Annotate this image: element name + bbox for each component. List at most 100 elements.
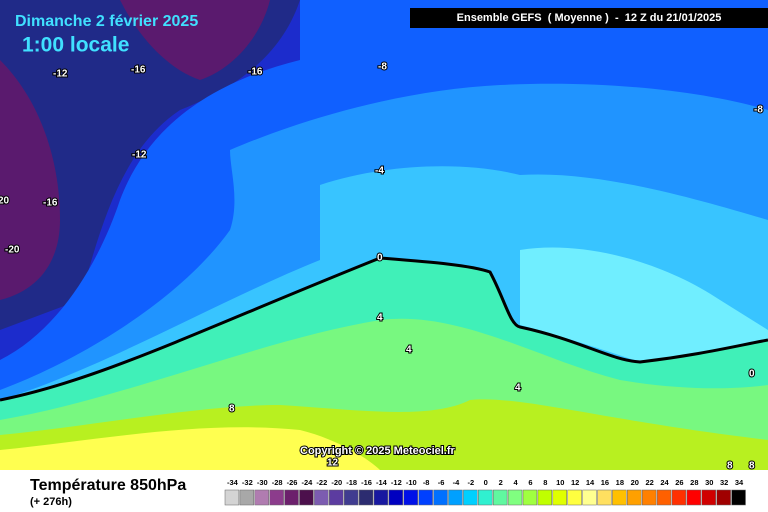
legend-swatch <box>731 489 746 506</box>
legend-label: 30 <box>705 478 713 487</box>
legend-label: -10 <box>406 478 417 487</box>
legend-swatch <box>656 489 672 506</box>
legend-label: -2 <box>468 478 475 487</box>
legend-label: 22 <box>645 478 653 487</box>
legend-label: 20 <box>631 478 639 487</box>
zone-12 <box>0 427 380 470</box>
contour-label: 4 <box>406 345 412 356</box>
contour-label: -12 <box>132 150 147 161</box>
legend-swatch <box>582 489 597 506</box>
contour-label: -16 <box>131 65 146 76</box>
legend-swatch <box>373 489 389 506</box>
zone-0-east <box>520 247 768 362</box>
legend-label: -16 <box>361 478 372 487</box>
legend-label: 32 <box>720 478 728 487</box>
legend-swatch <box>537 489 553 506</box>
contour-label: 8 <box>749 461 755 472</box>
legend-label: -14 <box>376 478 388 487</box>
legend-swatch <box>358 489 374 506</box>
legend-label: 26 <box>675 478 683 487</box>
legend-label: 34 <box>735 478 744 487</box>
legend-label: -4 <box>453 478 460 487</box>
local-time: 1:00 locale <box>22 34 129 57</box>
legend-swatch <box>403 489 418 506</box>
legend-label: 18 <box>616 478 624 487</box>
legend-label: 12 <box>571 478 579 487</box>
legend-label: 28 <box>690 478 698 487</box>
legend-label: -12 <box>391 478 402 487</box>
legend-swatch <box>329 489 344 506</box>
legend-label: 2 <box>499 478 503 487</box>
legend-swatch <box>597 489 612 506</box>
contour-label: 8 <box>229 404 235 415</box>
legend-swatch <box>284 489 299 506</box>
legend-label: -8 <box>423 478 430 487</box>
legend-swatch <box>567 489 582 506</box>
cold-zone <box>0 0 300 330</box>
contour-label: -16 <box>248 67 263 78</box>
legend-swatch <box>686 489 702 506</box>
legend-swatch <box>299 489 314 506</box>
zero-isotherm <box>0 256 768 402</box>
contour-label: 0 <box>749 369 755 380</box>
legend-swatch <box>522 489 538 506</box>
legend-label: 0 <box>484 478 488 487</box>
legend-label: -18 <box>346 478 357 487</box>
model-info: Ensemble GEFS ( Moyenne ) - 12 Z du 21/0… <box>457 12 722 24</box>
legend-label: 6 <box>528 478 532 487</box>
contour-label: 20 <box>0 196 10 207</box>
legend-swatch <box>254 489 269 506</box>
contour-label: -8 <box>378 62 387 73</box>
legend-label: -28 <box>272 478 283 487</box>
legend-label: 16 <box>601 478 609 487</box>
legend-swatch <box>492 489 508 506</box>
legend-label: 14 <box>586 478 595 487</box>
legend-label: -26 <box>287 478 298 487</box>
legend-swatch <box>641 489 657 506</box>
legend-swatch <box>314 489 329 506</box>
legend-label: 4 <box>513 478 518 487</box>
legend-swatch <box>671 489 687 506</box>
copyright: Copyright © 2025 Meteociel.fr <box>300 445 456 457</box>
contour-label: -20 <box>5 245 20 256</box>
legend-swatch <box>418 489 433 506</box>
legend-swatch <box>343 489 359 506</box>
legend-swatch <box>612 489 627 506</box>
legend-swatch <box>463 489 478 506</box>
footer-title: Température 850hPa <box>30 477 186 494</box>
legend-label: -32 <box>242 478 253 487</box>
legend-label: -34 <box>227 478 239 487</box>
legend-label: 8 <box>543 478 547 487</box>
legend-label: -6 <box>438 478 445 487</box>
legend-swatch <box>627 489 642 506</box>
legend-swatch <box>239 489 255 506</box>
contour-label: -8 <box>754 105 763 116</box>
legend-swatch <box>433 489 448 506</box>
legend-label: -20 <box>331 478 342 487</box>
legend-label: 10 <box>556 478 564 487</box>
contour-label: 4 <box>377 313 383 324</box>
legend-label: -24 <box>302 478 314 487</box>
lead-time: (+ 276h) <box>30 496 72 508</box>
legend-swatch <box>701 489 716 506</box>
legend-swatch <box>552 489 567 506</box>
legend-swatch <box>224 489 240 506</box>
legend-label: -30 <box>257 478 268 487</box>
legend-swatch <box>448 489 463 506</box>
legend-swatch <box>269 489 284 506</box>
contour-label: 12 <box>327 458 339 469</box>
coldest-zone <box>120 0 270 80</box>
legend-swatch <box>388 489 404 506</box>
contour-label: -12 <box>53 69 68 80</box>
coldest-zone <box>0 60 60 300</box>
legend-label: 24 <box>660 478 669 487</box>
legend: -34 -32 -30 -28 -26 -24 -22 -20 -18 -16 -14 -12 -10-… <box>224 478 746 506</box>
map: -12 -16 -16 -8 -8 -12 20 -16 -20 -4 0 4 … <box>0 0 768 473</box>
contour-label: 4 <box>515 383 521 394</box>
contour-label: 0 <box>377 253 383 264</box>
model-banner <box>410 8 768 28</box>
contour-label: -16 <box>43 198 58 209</box>
legend-swatch <box>507 489 523 506</box>
legend-label: -22 <box>316 478 327 487</box>
